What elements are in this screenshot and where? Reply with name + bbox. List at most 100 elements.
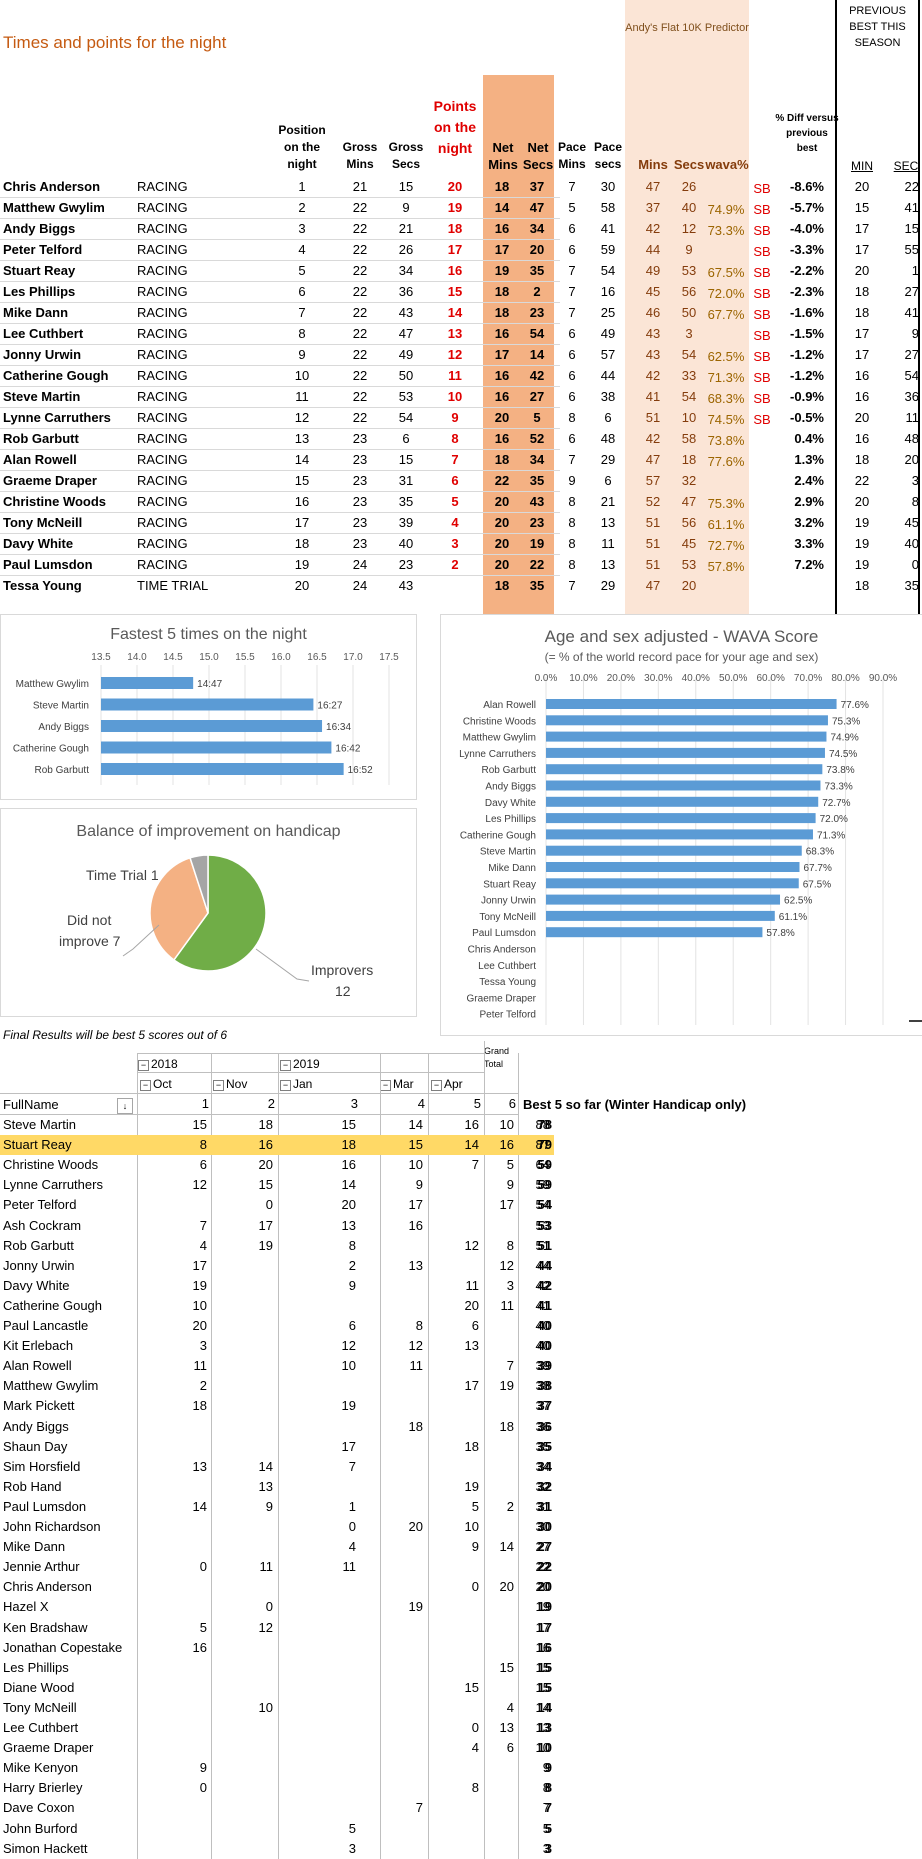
results-net-secs: 35 xyxy=(529,473,545,488)
results-prev-sec: 41 xyxy=(904,200,919,215)
month-header-apr[interactable]: − Apr xyxy=(431,1077,463,1091)
pivot-score-cell: 3 xyxy=(506,1277,514,1293)
wava-category-label: Lee Cuthbert xyxy=(478,961,536,972)
results-row: Andy Biggs RACING 3 22 21 18 16 34 6 41 42 12 73.3% S… xyxy=(0,218,922,239)
pie-label-time-trial: Time Trial 1 xyxy=(86,867,159,883)
header-net-mins: Net Mins xyxy=(488,140,518,172)
results-pct-diff: -2.3% xyxy=(790,284,824,299)
pivot-score-cell: 0 xyxy=(265,1599,273,1615)
pivot-score-cell: 8 xyxy=(506,1237,514,1253)
month-header-mar[interactable]: − Mar xyxy=(380,1077,414,1091)
pivot-score-cell: 9 xyxy=(199,1760,207,1776)
results-gross-mins: 23 xyxy=(352,536,368,551)
results-gross-secs: 6 xyxy=(402,431,410,446)
pivot-score-cell: 20 xyxy=(464,1297,479,1313)
pivot-year-2019[interactable]: −2019 xyxy=(280,1057,320,1071)
results-row: Stuart Reay RACING 5 22 34 16 19 35 7 54 49 53 67.5%… xyxy=(0,260,922,281)
results-pct-diff: 1.3% xyxy=(794,452,824,467)
pivot-row: Jennie Arthur 0 11 11 22 22 xyxy=(0,1557,922,1577)
fastest-bar xyxy=(101,763,344,775)
pivot-row: Peter Telford 0 20 17 17 54 54 xyxy=(0,1195,922,1215)
pivot-grand-total-cell: 42 xyxy=(535,1277,550,1293)
month-header-oct[interactable]: − Oct xyxy=(140,1077,172,1091)
results-net-mins: 18 xyxy=(494,179,510,194)
pivot-best5-cell: 14 xyxy=(537,1699,552,1715)
results-pace-secs: 44 xyxy=(600,368,616,383)
results-net-secs: 34 xyxy=(529,452,545,467)
results-name: Tony McNeill xyxy=(3,515,83,530)
wava-category-label: Rob Garbutt xyxy=(482,765,537,776)
pivot-gridline xyxy=(428,1053,429,1859)
results-prev-min: 18 xyxy=(854,305,870,320)
pie-leader-line xyxy=(122,924,160,957)
results-row: Steve Martin RACING 11 22 53 10 16 27 6 38 41 54 68.… xyxy=(0,386,922,407)
pivot-score-cell: 17 xyxy=(258,1217,273,1233)
results-sb-badge: SB xyxy=(753,202,771,217)
pivot-best5-cell: 30 xyxy=(537,1519,552,1534)
wava-data-label: 72.7% xyxy=(822,798,850,809)
pivot-best5-cell: 8 xyxy=(544,1780,552,1796)
collapse-2018-icon[interactable]: − xyxy=(138,1060,149,1071)
results-name: Peter Telford xyxy=(3,242,83,257)
results-gross-secs: 40 xyxy=(398,536,414,551)
fastest-category-label: Andy Biggs xyxy=(38,722,89,733)
pivot-score-cell: 7 xyxy=(471,1157,479,1173)
results-gross-secs: 43 xyxy=(398,305,414,320)
results-prev-min: 16 xyxy=(854,389,870,404)
pivot-score-cell: 20 xyxy=(341,1197,356,1213)
pivot-score-cell: 17 xyxy=(464,1378,479,1394)
results-name: Davy White xyxy=(3,536,74,551)
results-net-mins: 20 xyxy=(494,410,510,425)
fastest-tick-label: 13.5 xyxy=(91,652,111,663)
pivot-score-cell: 11 xyxy=(409,1358,424,1374)
wava-category-label: Chris Anderson xyxy=(468,945,536,956)
month-header-jan[interactable]: − Jan xyxy=(280,1077,312,1091)
pivot-score-cell: 4 xyxy=(471,1740,479,1756)
collapse-2019-icon[interactable]: − xyxy=(280,1060,291,1071)
pivot-score-cell: 8 xyxy=(415,1318,423,1333)
results-pace-secs: 13 xyxy=(600,515,616,530)
pivot-score-cell: 17 xyxy=(192,1257,207,1273)
wava-data-label: 62.5% xyxy=(784,896,812,907)
results-gross-mins: 22 xyxy=(352,410,368,425)
results-prev-sec: 22 xyxy=(904,179,919,194)
fastest-data-label: 14:47 xyxy=(197,679,222,690)
results-prev-min: 18 xyxy=(854,578,870,593)
collapse-month-icon[interactable]: − xyxy=(431,1080,442,1091)
row-divider xyxy=(0,470,560,471)
results-pred-secs: 56 xyxy=(681,284,697,299)
results-pace-secs: 41 xyxy=(600,221,616,236)
year-2019-label: 2019 xyxy=(293,1057,320,1071)
results-pct-diff: 7.2% xyxy=(794,557,824,572)
pivot-row: Rob Hand 13 19 32 32 xyxy=(0,1477,922,1497)
month-header-nov[interactable]: − Nov xyxy=(213,1077,247,1091)
filter-dropdown-icon[interactable]: ↓ xyxy=(117,1098,133,1114)
collapse-month-icon[interactable]: − xyxy=(140,1080,151,1091)
pivot-best5-cell: 53 xyxy=(537,1217,552,1233)
results-pred-secs: 54 xyxy=(681,347,697,362)
header-gross-mins: Gross Mins xyxy=(342,140,378,171)
pivot-best5-cell: 32 xyxy=(537,1478,552,1494)
wava-data-label: 68.3% xyxy=(806,847,834,858)
pivot-grand-total-cell: 30 xyxy=(535,1519,550,1534)
wava-tick-label: 90.0% xyxy=(869,673,897,684)
pivot-score-cell: 13 xyxy=(464,1338,479,1354)
results-points: 15 xyxy=(447,284,463,299)
collapse-month-icon[interactable]: − xyxy=(280,1080,291,1091)
results-position: 19 xyxy=(294,557,310,572)
results-pred-secs: 3 xyxy=(685,326,693,341)
collapse-month-icon[interactable]: − xyxy=(380,1080,391,1091)
pivot-year-2018[interactable]: −2018 xyxy=(138,1057,178,1071)
results-gross-mins: 23 xyxy=(352,473,368,488)
pivot-col-number: 3 xyxy=(350,1096,358,1111)
row-divider xyxy=(0,407,560,408)
results-pred-secs: 12 xyxy=(681,221,697,236)
collapse-month-icon[interactable]: − xyxy=(213,1080,224,1091)
results-gross-secs: 50 xyxy=(398,368,414,383)
pivot-score-cell: 2 xyxy=(348,1257,356,1273)
wava-chart: 0.0% 10.0% 20.0% 30.0% 40.0% 50.0% 60.0% 70.0% 8… xyxy=(459,673,897,1025)
row-divider xyxy=(0,302,560,303)
pivot-best5-cell: 35 xyxy=(537,1438,552,1454)
results-prev-sec: 55 xyxy=(904,242,919,257)
results-pace-secs: 29 xyxy=(600,452,616,467)
